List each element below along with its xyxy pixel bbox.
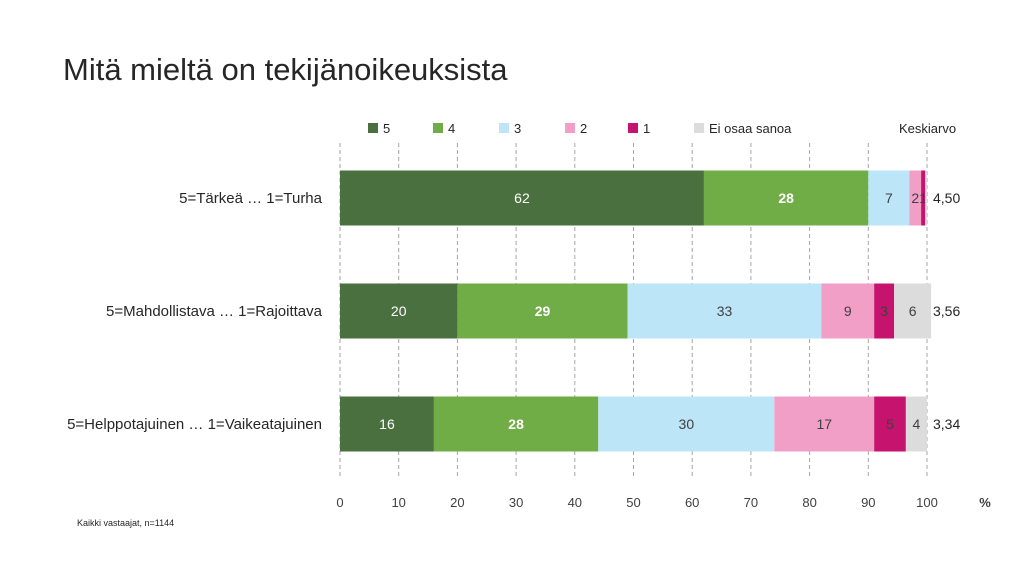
legend-swatch (368, 123, 378, 133)
average-values: 4,50 3,56 3,34 (933, 190, 960, 432)
data-label: 28 (508, 416, 524, 432)
legend: 5 4 3 2 1 Ei osaa sanoa (368, 121, 792, 136)
data-label: 2 (911, 190, 919, 206)
x-tick-label: 0 (336, 495, 343, 510)
average-header: Keskiarvo (899, 121, 956, 136)
bar-segment (774, 396, 875, 452)
bar-segment (905, 396, 927, 452)
category-label: 5=Tärkeä … 1=Turha (179, 190, 323, 207)
data-label: 9 (844, 303, 852, 319)
x-tick-label: 10 (391, 495, 405, 510)
x-axis: 0 10 20 30 40 50 60 70 80 90 100 (336, 495, 937, 510)
legend-label: 3 (514, 121, 521, 136)
x-tick-label: 40 (568, 495, 582, 510)
bar-segment (821, 283, 875, 339)
legend-label: 2 (580, 121, 587, 136)
x-tick-label: 100 (916, 495, 938, 510)
legend-swatch (565, 123, 575, 133)
bar-segment (874, 396, 906, 452)
x-tick-label: 90 (861, 495, 875, 510)
category-label: 5=Mahdollistava … 1=Rajoittava (106, 303, 323, 320)
bar-segment (894, 283, 932, 339)
category-labels: 5=Tärkeä … 1=Turha 5=Mahdollistava … 1=Ra… (67, 190, 323, 433)
category-label: 5=Helppotajuinen … 1=Vaikeatajuinen (67, 416, 322, 433)
x-tick-label: 30 (509, 495, 523, 510)
bar-segment (925, 170, 927, 226)
bar-segment (909, 170, 922, 226)
bar-layer: 62 28 7 2 1 20 29 33 9 3 6 16 28 30 17 5 4 (340, 170, 932, 452)
data-label: 17 (816, 416, 832, 432)
data-label: 30 (679, 416, 695, 432)
bar-segment (627, 283, 822, 339)
bar-segment (340, 283, 458, 339)
x-axis-unit-label: % (979, 495, 991, 510)
data-label: 62 (514, 190, 530, 206)
bar-segment (433, 396, 599, 452)
data-label: 1 (919, 190, 927, 206)
bar-segment (703, 170, 869, 226)
legend-swatch (628, 123, 638, 133)
bar-segment (874, 283, 895, 339)
bar-segment (868, 170, 910, 226)
data-label: 28 (778, 190, 794, 206)
legend-label: 4 (448, 121, 455, 136)
bar-segment (340, 170, 704, 226)
bar-segment (598, 396, 775, 452)
legend-swatch (694, 123, 704, 133)
legend-swatch (433, 123, 443, 133)
data-label: 29 (535, 303, 551, 319)
data-label: 7 (885, 190, 893, 206)
average-value: 4,50 (933, 190, 960, 206)
page-title: Mitä mieltä on tekijänoikeuksista (63, 52, 508, 87)
legend-label: 5 (383, 121, 390, 136)
x-tick-label: 60 (685, 495, 699, 510)
x-tick-label: 50 (626, 495, 640, 510)
data-label: 3 (880, 303, 888, 319)
footnote: Kaikki vastaajat, n=1144 (77, 518, 175, 528)
bar-segment (921, 170, 926, 226)
x-tick-label: 70 (744, 495, 758, 510)
data-label: 6 (909, 303, 917, 319)
data-label: 16 (379, 416, 395, 432)
data-label: 20 (391, 303, 407, 319)
average-value: 3,56 (933, 303, 960, 319)
average-value: 3,34 (933, 416, 960, 432)
legend-label: Ei osaa sanoa (709, 121, 792, 136)
x-tick-label: 80 (802, 495, 816, 510)
data-label: 5 (886, 416, 894, 432)
bar-segment (340, 396, 434, 452)
x-tick-label: 20 (450, 495, 464, 510)
bar-segment (457, 283, 628, 339)
legend-label: 1 (643, 121, 650, 136)
legend-swatch (499, 123, 509, 133)
data-label: 4 (913, 416, 921, 432)
data-label: 33 (717, 303, 733, 319)
